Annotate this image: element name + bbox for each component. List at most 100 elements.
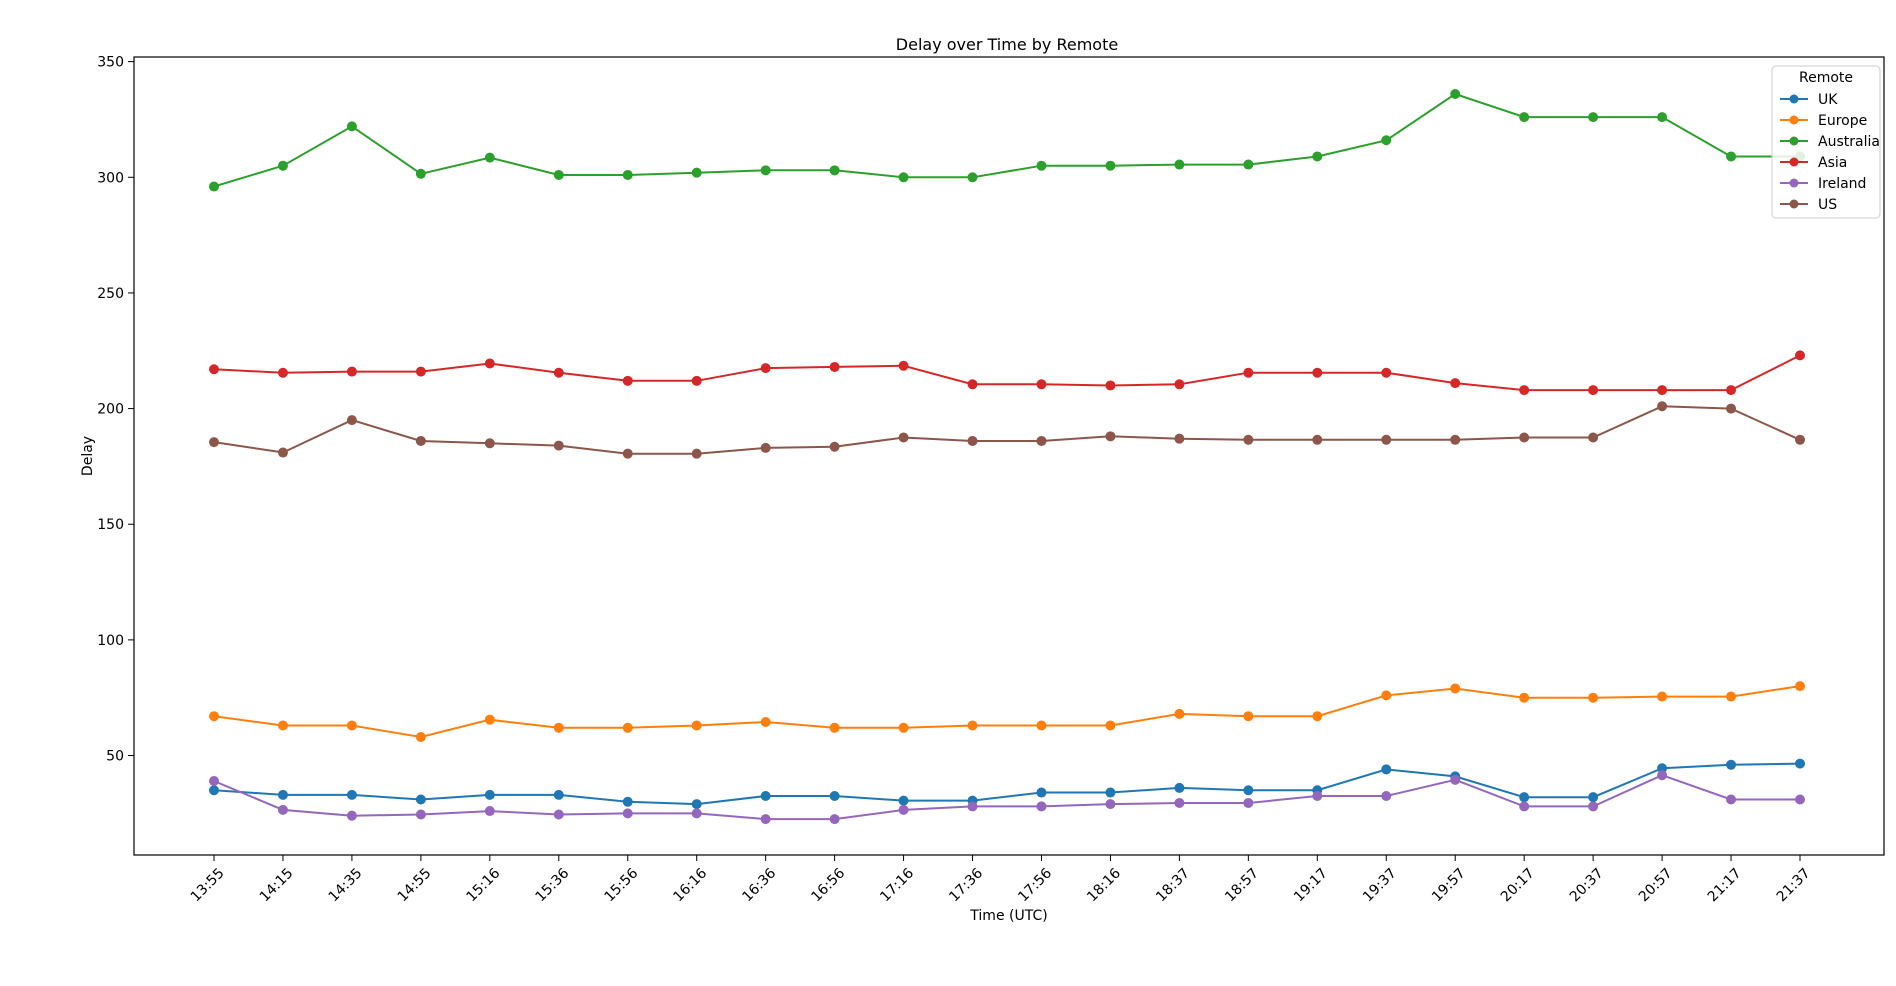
series-line — [213, 354, 1801, 392]
chart-title: Delay over Time by Remote — [896, 35, 1118, 54]
x-axis: 13:55 14:15 14:35 14:55 15:16 15:36 15:56 16:16… — [188, 855, 1814, 905]
x-tick-label: 15:36 — [533, 865, 573, 905]
legend-label: Ireland — [1818, 176, 1866, 192]
data-point — [760, 717, 771, 727]
data-point — [760, 363, 771, 374]
data-point — [898, 432, 909, 443]
data-point — [829, 814, 840, 825]
data-point — [209, 785, 219, 796]
x-tick-label: 19:37 — [1360, 865, 1400, 905]
x-axis-label: Time (UTC) — [969, 908, 1047, 924]
x-tick-label: 14:55 — [395, 865, 435, 905]
data-point — [622, 808, 633, 819]
data-point — [1795, 350, 1805, 361]
legend-item-uk: UK — [1780, 92, 1838, 108]
data-point — [829, 165, 840, 176]
data-point — [760, 165, 771, 176]
data-point — [1519, 692, 1530, 703]
y-tick-label: 100 — [97, 633, 124, 649]
data-point — [1519, 432, 1530, 443]
series-australia — [209, 89, 1805, 192]
data-point — [1588, 112, 1599, 123]
data-point — [553, 722, 564, 733]
series-line — [213, 92, 1800, 188]
data-point — [1519, 801, 1530, 812]
legend-title: Remote — [1799, 70, 1853, 86]
x-tick-label: 16:36 — [739, 865, 779, 905]
x-tick-label: 18:16 — [1084, 865, 1124, 905]
y-tick-label: 200 — [97, 402, 124, 418]
data-point — [1243, 159, 1254, 170]
data-point — [1381, 434, 1392, 445]
x-tick-label: 19:17 — [1291, 865, 1331, 905]
data-point — [829, 441, 840, 452]
data-point — [553, 367, 564, 378]
data-point — [898, 795, 909, 806]
y-tick-label: 250 — [97, 286, 124, 302]
x-tick-label: 18:37 — [1153, 865, 1193, 905]
data-point — [415, 809, 426, 820]
data-point — [415, 366, 426, 377]
data-point — [1450, 434, 1461, 445]
data-point — [622, 448, 633, 459]
data-point — [277, 447, 288, 458]
data-point — [967, 801, 978, 812]
data-point — [553, 169, 564, 180]
legend: Remote UK Europe Australia Asia Ireland US — [1771, 65, 1881, 219]
data-point — [1174, 433, 1185, 444]
legend-swatch-marker — [1789, 178, 1799, 188]
data-point — [1243, 434, 1254, 445]
data-point — [209, 364, 219, 375]
data-point — [1657, 763, 1668, 774]
data-point — [622, 169, 633, 180]
data-point — [691, 167, 702, 178]
data-point — [1519, 112, 1530, 123]
data-point — [1243, 367, 1254, 378]
data-point — [1174, 379, 1185, 390]
data-point — [760, 814, 771, 825]
data-point — [1381, 367, 1392, 378]
plot-series — [209, 89, 1805, 825]
data-point — [1036, 160, 1047, 171]
data-point — [1726, 691, 1737, 702]
data-point — [1726, 385, 1737, 396]
data-point — [346, 366, 357, 377]
data-point — [415, 732, 426, 743]
data-point — [967, 720, 978, 731]
data-point — [622, 796, 633, 807]
data-point — [484, 714, 495, 725]
data-point — [346, 720, 357, 731]
data-point — [1036, 435, 1047, 446]
data-point — [760, 442, 771, 453]
data-point — [691, 799, 702, 810]
data-point — [1243, 785, 1254, 796]
data-point — [484, 789, 495, 800]
series-us — [209, 401, 1805, 459]
data-point — [484, 438, 495, 449]
data-point — [898, 722, 909, 733]
data-point — [1243, 797, 1254, 808]
legend-swatch-marker — [1789, 115, 1799, 125]
data-point — [553, 789, 564, 800]
data-point — [1657, 401, 1668, 412]
data-point — [1381, 690, 1392, 701]
legend-items: UK Europe Australia Asia Ireland US — [1780, 92, 1880, 213]
legend-box — [1771, 65, 1881, 219]
data-point — [1450, 774, 1461, 785]
legend-item-asia: Asia — [1780, 155, 1847, 171]
data-point — [1588, 801, 1599, 812]
data-point — [691, 808, 702, 819]
data-point — [829, 361, 840, 372]
legend-swatch-marker — [1789, 94, 1799, 104]
data-point — [1795, 681, 1805, 692]
data-point — [1174, 782, 1185, 793]
data-point — [553, 809, 564, 820]
series-europe — [209, 681, 1805, 743]
data-point — [898, 804, 909, 815]
data-point — [1381, 135, 1392, 146]
data-point — [415, 794, 426, 805]
data-point — [1105, 720, 1116, 731]
data-point — [277, 720, 288, 731]
data-point — [1036, 379, 1047, 390]
